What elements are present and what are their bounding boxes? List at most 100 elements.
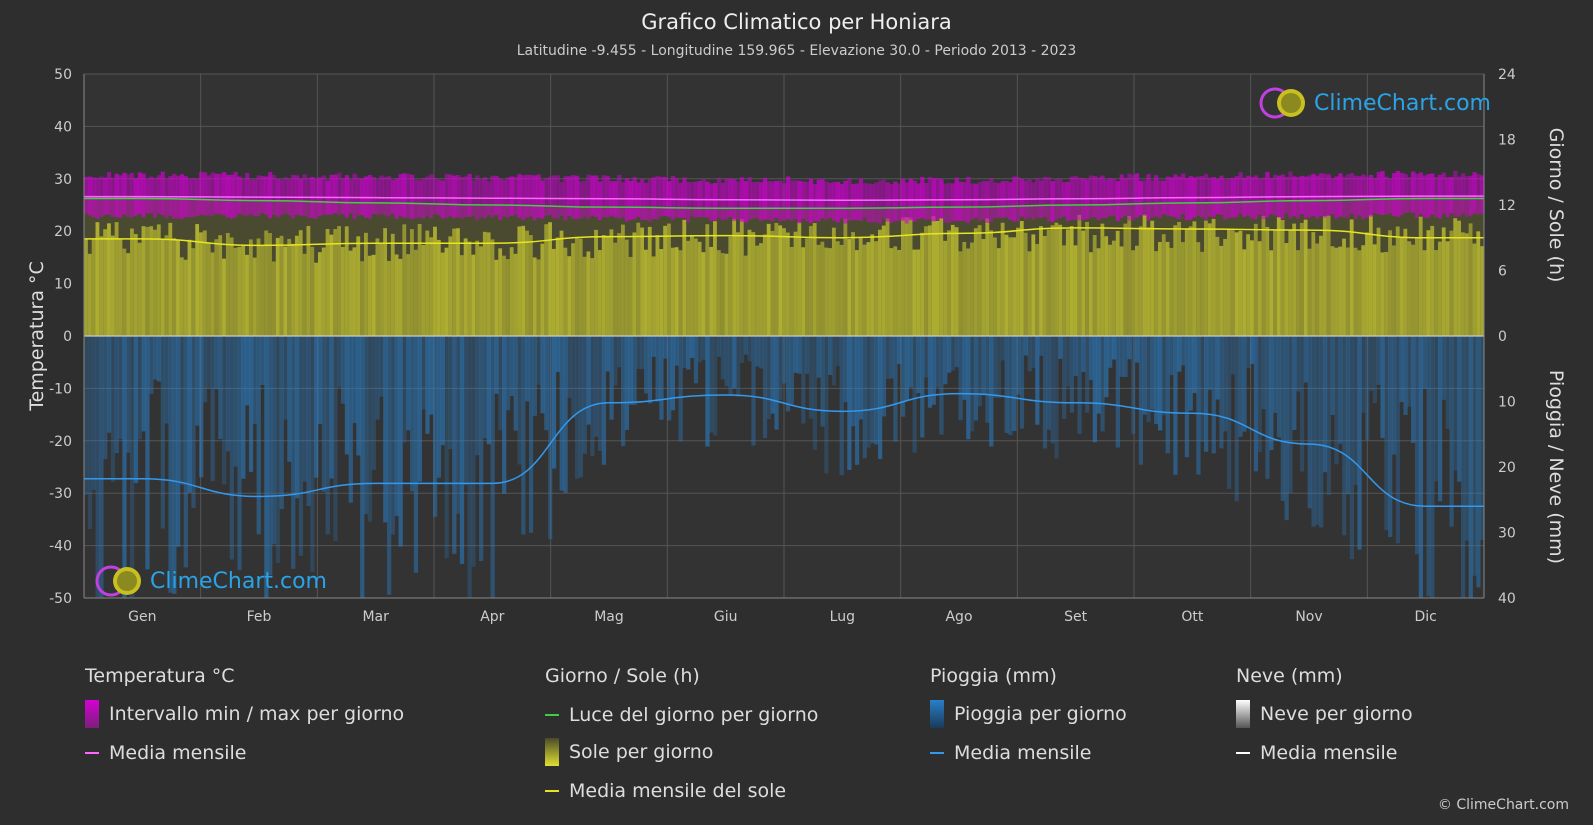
sunshine-bar [325,229,330,336]
temp-range-bar [367,174,373,219]
rain-bar [1088,336,1094,380]
rain-bar [1219,336,1224,449]
sunshine-bar [479,246,484,336]
copyright: © ClimeChart.com [1437,797,1569,813]
rain-bar [168,336,173,593]
rain-bar [375,336,380,420]
legend-sunshine: Sole per giorno [545,738,713,766]
rain-bar [306,336,311,506]
sunshine-bar [1242,249,1247,336]
temp-range-bar [294,175,300,215]
rain-bar [448,336,453,450]
rain-bar [229,336,234,560]
temp-range-bar [881,179,887,219]
sunshine-bar [858,237,864,336]
rain-bar [973,336,979,421]
sunshine-bar [233,247,238,336]
sunshine-bar [1111,240,1117,336]
rain-bar [1395,336,1401,544]
rain-bar [1085,336,1090,413]
sunshine-bar [525,230,530,336]
sunshine-bar [1250,240,1255,336]
temp-range-bar [1445,177,1450,217]
legend-daylight: Luce del giorno per giorno [545,704,818,726]
rain-bar [785,336,791,412]
rain-bar [958,336,963,421]
temp-range-bar [130,173,135,218]
sunshine-bar [981,238,986,336]
sunshine-bar [214,239,219,336]
sunshine-bar [1257,241,1262,336]
rain-bar [843,336,848,403]
rain-bar [256,336,261,535]
sunshine-bar [222,258,227,336]
rain-bar [939,336,944,435]
temp-range-bar [256,175,261,217]
temp-range-bar [724,178,729,220]
sunshine-bar [1081,230,1086,336]
temp-mean-line [84,195,1484,202]
rain-bar [1096,336,1101,414]
temp-range-bar [889,184,894,224]
sunshine-bar [141,226,146,336]
sunshine-bar [701,252,706,336]
temp-range-bar [973,183,979,218]
sunshine-bar [1023,232,1028,336]
sunshine-bar [1123,223,1128,336]
rain-bar [1464,336,1470,541]
temp-range-bar [1150,180,1155,218]
rain-bar [87,336,93,530]
sunshine-bar [943,240,948,336]
temp-range-bar [947,182,952,224]
rain-bar [1146,336,1151,423]
temp-range-bar [1430,173,1435,215]
sunshine-bar [164,235,169,336]
sunshine-bar [1319,235,1324,336]
y-right-top-tick-label: 6 [1498,264,1507,280]
rain-bar [479,336,484,562]
temp-range-bar [1165,176,1170,216]
rain-bar [640,336,645,370]
sunshine-bar [260,245,265,336]
rain-bar [141,336,146,432]
rain-bar [321,336,327,492]
sunshine-bar [628,256,633,336]
sunshine-bar [632,232,637,336]
sunshine-bar [678,250,683,336]
temp-range-bar [156,175,162,214]
sunshine-bar [801,247,806,336]
temp-range-bar [406,173,411,218]
sunshine-bar [966,248,971,336]
rain-bar [513,336,518,431]
temp-range-bar [348,179,353,214]
temp-range-bar [264,176,269,215]
rain-bar [1411,336,1416,444]
rain-bar [670,336,676,411]
sunshine-bar [881,225,887,336]
rain-bar [789,336,794,405]
sunshine-bar [283,246,288,336]
sunshine-bar [1108,244,1113,336]
sunshine-bar [302,253,307,336]
rain-bar [555,336,561,373]
sunshine-bar [674,247,679,336]
sunshine-bar [118,239,123,336]
rain-bar [340,336,346,404]
rain-bar [413,336,419,573]
sunshine-bar [1046,229,1051,336]
temp-range-bar [847,178,852,221]
logo-text: ClimeChart.com [150,568,327,594]
sunshine-bar [1142,214,1147,336]
sunshine-bar [1388,230,1393,336]
sunshine-bar [1326,215,1331,336]
sunshine-bar [1134,245,1140,336]
rain-bar [1104,336,1109,398]
rain-bar [233,336,238,467]
temp-range-bar [943,183,948,223]
rain-bar [153,336,158,380]
sunshine-swatch [545,738,559,766]
sunshine-bar [1042,236,1048,336]
temp-range-bar [874,182,879,223]
rain-bar [1292,336,1297,430]
